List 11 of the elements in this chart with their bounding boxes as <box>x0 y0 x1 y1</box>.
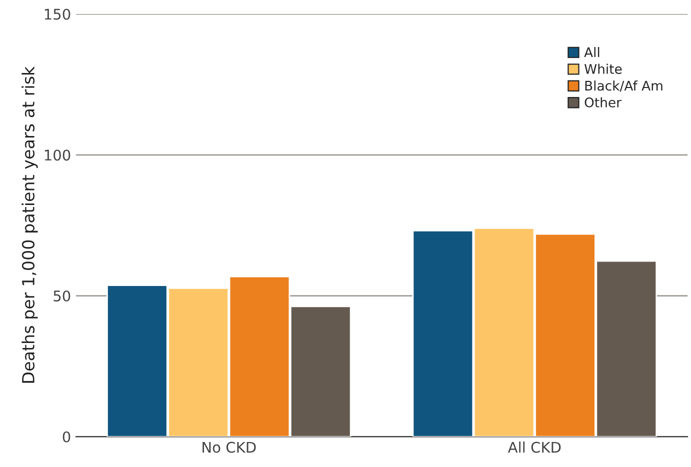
y-tick-label: 0 <box>62 431 70 442</box>
y-tick-label: 100 <box>44 150 70 161</box>
y-tick-label: 150 <box>44 8 70 20</box>
y-tick-label: 50 <box>54 290 70 302</box>
legend-label: Black/Af Am <box>585 80 662 92</box>
legend-label: All <box>584 47 600 58</box>
x-tick-label: All CKD <box>508 442 561 453</box>
x-tick-label: No CKD <box>202 442 256 453</box>
legend-label: Other <box>584 97 622 108</box>
y-axis-title: Deaths per 1,000 patient years at risk <box>22 66 38 383</box>
legend-label: White <box>584 64 622 74</box>
